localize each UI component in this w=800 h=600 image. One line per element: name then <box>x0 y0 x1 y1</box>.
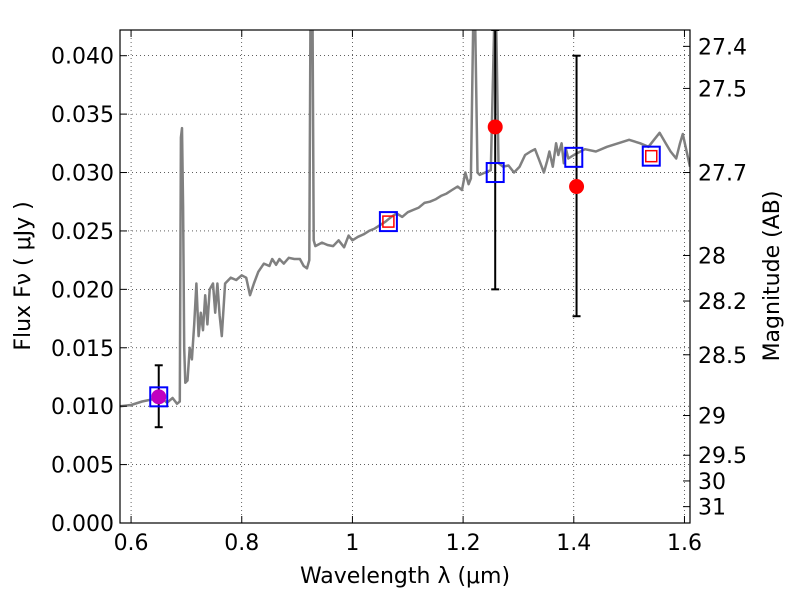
y-tick-label: 0.020 <box>51 278 114 303</box>
model-spectrum-line <box>120 30 690 408</box>
x-tick-label: 0.6 <box>114 531 149 556</box>
y2-tick-label: 27.5 <box>698 77 747 102</box>
y2-tick-label: 27.7 <box>698 162 747 187</box>
y2-tick-label: 29 <box>698 405 726 430</box>
y-axis-label: Flux Fν ( μJy ) <box>11 201 36 350</box>
x-tick-label: 1.4 <box>556 531 591 556</box>
x-tick-label: 1.6 <box>667 531 702 556</box>
synthetic-photometry-square <box>149 386 169 408</box>
y-tick-label: 0.000 <box>51 512 114 537</box>
y2-tick-label: 29.5 <box>698 444 747 469</box>
synthetic-photometry-square <box>641 145 661 167</box>
y-tick-label: 0.025 <box>51 220 114 245</box>
x-tick-label: 0.8 <box>224 531 259 556</box>
y-tick-label: 0.005 <box>51 454 114 479</box>
y2-tick-label: 27.4 <box>698 35 747 60</box>
plot-frame <box>119 29 691 524</box>
plot-background <box>120 30 690 523</box>
y2-tick-label: 31 <box>698 496 726 521</box>
model-photometry-square <box>382 215 395 228</box>
y2-tick-label: 28.2 <box>698 290 747 315</box>
synthetic-photometry-square <box>378 211 398 233</box>
y2-axis-label: Magnitude (AB) <box>760 191 785 362</box>
synthetic-photometry-square <box>485 162 505 184</box>
series-layer <box>120 30 690 429</box>
x-tick-label: 1.2 <box>446 531 481 556</box>
observed-point <box>151 389 167 405</box>
y-tick-label: 0.040 <box>51 45 114 70</box>
axis-ticks: 0.6 0.8 1 1.2 1.4 1.6 0.000 0.005 0.010 0.015 0.02… <box>51 30 747 556</box>
y2-tick-label: 28.5 <box>698 344 747 369</box>
synthetic-photometry-square <box>564 146 584 168</box>
y-tick-label: 0.010 <box>51 395 114 420</box>
y2-tick-label: 28 <box>698 244 726 269</box>
y-tick-label: 0.015 <box>51 337 114 362</box>
model-photometry-square <box>645 149 658 163</box>
observed-point <box>569 179 585 195</box>
observed-point <box>487 119 503 135</box>
x-tick-label: 1 <box>345 531 359 556</box>
y2-tick-label: 30 <box>698 470 726 495</box>
y-tick-label: 0.030 <box>51 162 114 187</box>
x-axis-label: Wavelength λ (μm) <box>300 564 510 589</box>
y-tick-label: 0.035 <box>51 103 114 128</box>
